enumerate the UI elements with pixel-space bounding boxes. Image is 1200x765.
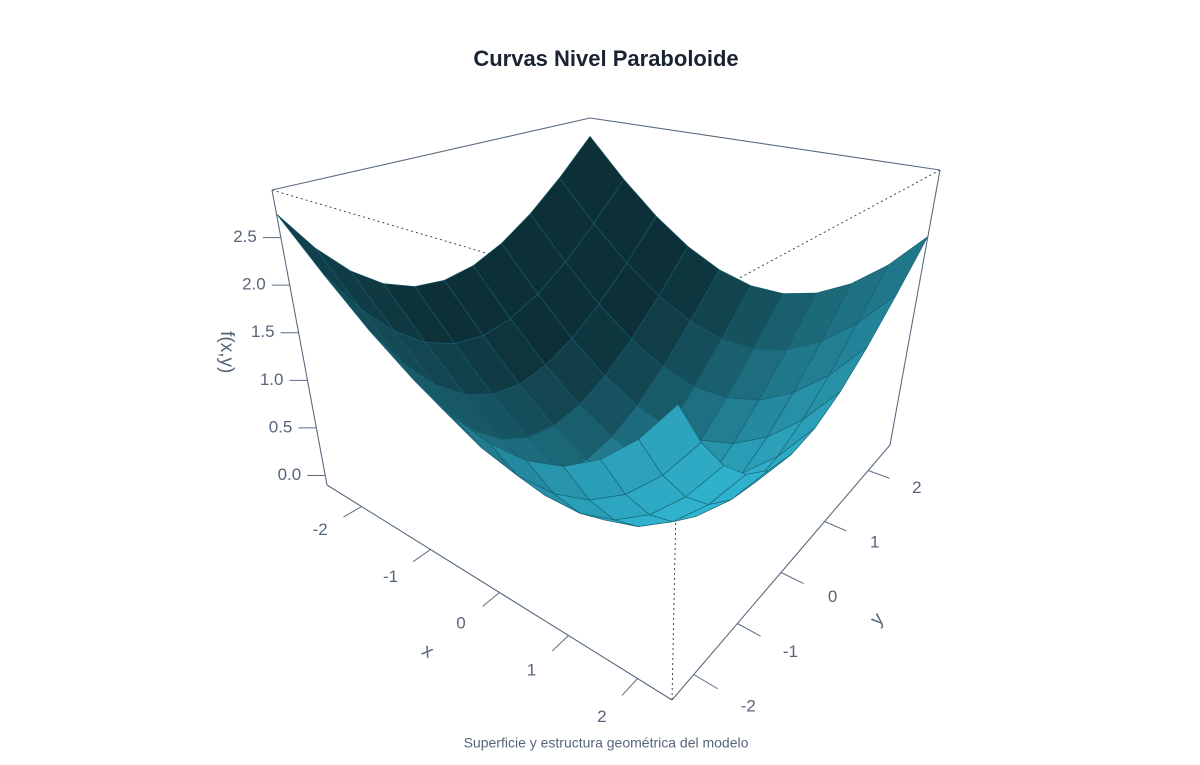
y-tick-label: -1 <box>783 642 798 661</box>
z-tick-label: 0.0 <box>278 465 302 484</box>
surface-facet <box>638 404 702 476</box>
x-tick-label: 1 <box>527 660 536 679</box>
y-tick <box>693 674 718 690</box>
chart-caption: Superficie y estructura geométrica del m… <box>464 735 749 751</box>
y-axis-title: y <box>866 608 888 629</box>
x-tick <box>343 506 362 518</box>
chart-title: Curvas Nivel Paraboloide <box>473 46 738 71</box>
y-tick <box>824 521 847 532</box>
axes: -2 -1 0 1 2 x -2 -1 0 1 2 y 0.0 0.5 1.0 1.5 2.0 2.5 f(x,y) <box>216 227 921 726</box>
x-tick-label: 2 <box>597 707 606 726</box>
surface <box>276 136 929 527</box>
z-tick-label: 1.5 <box>251 322 275 341</box>
box-edge <box>271 189 328 486</box>
x-axis-title: x <box>418 640 438 663</box>
y-tick-label: 1 <box>870 533 879 552</box>
x-tick <box>621 678 638 696</box>
surface-facet <box>276 213 362 310</box>
box-edge <box>589 117 941 171</box>
z-tick-label: 1.0 <box>260 370 284 389</box>
z-axis-title: f(x,y) <box>216 331 237 373</box>
y-tick-label: 2 <box>912 478 921 497</box>
x-tick-label: -1 <box>383 567 398 586</box>
x-tick <box>551 635 569 652</box>
box-edge-hidden <box>271 189 681 311</box>
z-tick-label: 2.0 <box>242 275 266 294</box>
box-edge <box>889 169 941 446</box>
y-tick <box>780 572 804 584</box>
box-edge <box>271 117 591 191</box>
y-tick-label: -2 <box>741 697 756 716</box>
y-tick-label: 0 <box>828 587 837 606</box>
z-tick-label: 2.5 <box>233 227 257 246</box>
x-tick <box>482 592 500 607</box>
y-tick <box>868 470 890 479</box>
y-tick <box>737 623 761 637</box>
x-tick <box>412 549 431 563</box>
z-tick-label: 0.5 <box>269 417 293 436</box>
x-tick-label: 0 <box>456 614 465 633</box>
x-tick-label: -2 <box>313 520 328 539</box>
